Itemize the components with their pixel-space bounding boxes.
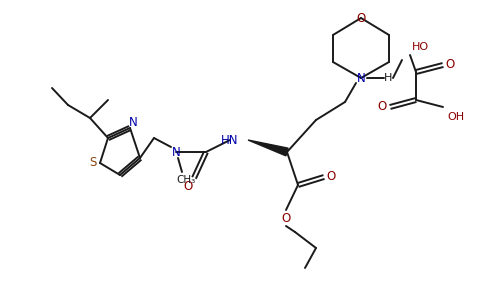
Text: O: O (183, 179, 192, 192)
Text: N: N (171, 145, 180, 158)
Text: O: O (326, 170, 335, 183)
Text: HO: HO (411, 42, 428, 52)
Text: O: O (444, 58, 454, 71)
Text: O: O (356, 12, 365, 24)
Text: H: H (383, 73, 391, 83)
Text: S: S (89, 156, 96, 170)
Text: CH₃: CH₃ (176, 175, 195, 185)
Text: O: O (281, 213, 290, 226)
Text: HN: HN (220, 134, 238, 147)
Text: N: N (356, 71, 365, 84)
Polygon shape (248, 140, 288, 156)
Text: N: N (128, 115, 137, 128)
Text: O: O (377, 101, 386, 113)
Text: OH: OH (446, 112, 463, 122)
